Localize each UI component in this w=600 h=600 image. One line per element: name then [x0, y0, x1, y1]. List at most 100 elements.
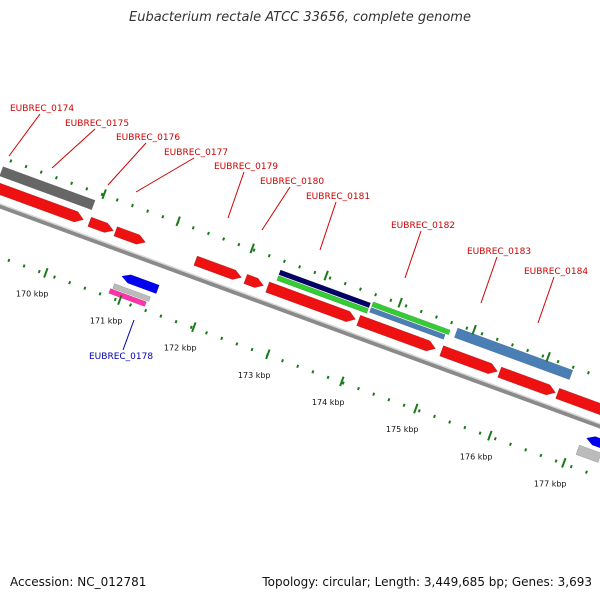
tick-mark [541, 354, 545, 358]
gene-label: EUBREC_0182 [391, 221, 455, 231]
major-tick [413, 403, 419, 414]
gene-leader-line [51, 128, 96, 169]
tick-mark [235, 342, 239, 346]
tick-mark [7, 258, 11, 263]
tick-mark [402, 403, 406, 408]
tick-mark [341, 381, 345, 385]
cds-feature [87, 216, 114, 233]
major-tick [249, 243, 255, 254]
tick-mark [22, 264, 26, 268]
tick-mark [281, 358, 284, 363]
gene-leader-line [227, 171, 245, 219]
tick-mark [387, 397, 391, 402]
cds-feature [113, 226, 146, 245]
tick-mark [569, 464, 573, 469]
tick-mark [493, 436, 497, 441]
tick-mark [189, 325, 193, 330]
cds-feature [0, 182, 84, 223]
tick-mark [417, 409, 421, 413]
kbp-label: 171 kbp [90, 317, 123, 326]
tick-mark [70, 181, 74, 186]
kbp-label: 170 kbp [16, 289, 49, 298]
tick-mark [39, 170, 43, 174]
gene-leader-line [261, 186, 291, 231]
tick-mark [434, 315, 438, 319]
tick-mark [372, 392, 376, 396]
cds-feature [555, 387, 600, 416]
tick-mark [250, 347, 254, 352]
reverse-gray-feature [112, 283, 151, 302]
gene-label: EUBREC_0184 [524, 267, 588, 277]
backbone-highlight [0, 203, 600, 425]
tick-mark [113, 297, 117, 302]
tick-mark [296, 364, 300, 369]
tick-mark [174, 319, 178, 324]
tick-mark [24, 164, 28, 169]
tick-mark [539, 453, 543, 458]
gene-leader-line [122, 319, 135, 351]
tick-mark [220, 336, 224, 341]
tick-mark [510, 343, 514, 347]
major-tick [175, 216, 181, 227]
accession-text: Accession: NC_012781 [10, 575, 147, 589]
gene-leader-line [404, 230, 422, 279]
gene-label: EUBREC_0183 [467, 247, 531, 257]
tick-mark [191, 226, 195, 230]
major-tick [545, 351, 551, 362]
cds-feature [243, 273, 264, 288]
tick-mark [9, 159, 13, 163]
tick-mark [524, 448, 528, 452]
tick-mark [358, 287, 362, 291]
tick-mark [433, 414, 436, 419]
tick-mark [68, 280, 72, 285]
major-tick [117, 294, 123, 306]
tick-mark [161, 214, 165, 219]
navy-feature [278, 269, 371, 309]
tick-mark [389, 298, 393, 303]
tick-mark [98, 292, 102, 296]
tick-mark [237, 242, 241, 247]
tick-mark [54, 175, 58, 180]
tick-mark [495, 337, 499, 342]
tick-mark [129, 303, 132, 307]
gene-label: EUBREC_0175 [65, 119, 129, 129]
tick-mark [448, 420, 452, 424]
green-feature [276, 275, 369, 314]
tick-mark [53, 275, 56, 279]
gene-leader-line [319, 201, 337, 251]
steelblue-feature [369, 307, 446, 340]
tick-mark [252, 248, 256, 252]
cds-feature [356, 314, 436, 352]
tick-mark [206, 231, 210, 236]
cds-feature [439, 345, 498, 375]
tick-mark [311, 370, 315, 374]
reverse-feature [586, 436, 600, 449]
kbp-label: 174 kbp [312, 398, 345, 407]
gene-leader-line [135, 157, 195, 193]
gene-label: EUBREC_0176 [116, 133, 180, 143]
tick-mark [463, 425, 467, 430]
reverse-gray-feature [575, 444, 600, 463]
reverse-magenta-feature [108, 288, 147, 307]
major-tick [471, 324, 477, 335]
tick-mark [205, 331, 208, 335]
kbp-label: 177 kbp [534, 479, 567, 488]
genome-stats-text: Topology: circular; Length: 3,449,685 bp… [262, 575, 592, 589]
tick-mark [509, 442, 512, 447]
major-tick [397, 297, 403, 308]
kbp-label: 176 kbp [460, 452, 493, 461]
tick-mark [343, 281, 347, 286]
gene-leader-line [107, 142, 147, 186]
tick-mark [419, 309, 423, 314]
major-tick [561, 457, 567, 468]
major-tick [487, 430, 493, 441]
major-tick [43, 267, 49, 278]
gene-label: EUBREC_0177 [164, 148, 228, 158]
tick-mark [586, 371, 590, 375]
tick-mark [313, 270, 317, 275]
tick-mark [222, 237, 226, 241]
steelblue-feature [454, 327, 574, 380]
tick-mark [326, 375, 330, 380]
kbp-label: 172 kbp [164, 344, 197, 353]
